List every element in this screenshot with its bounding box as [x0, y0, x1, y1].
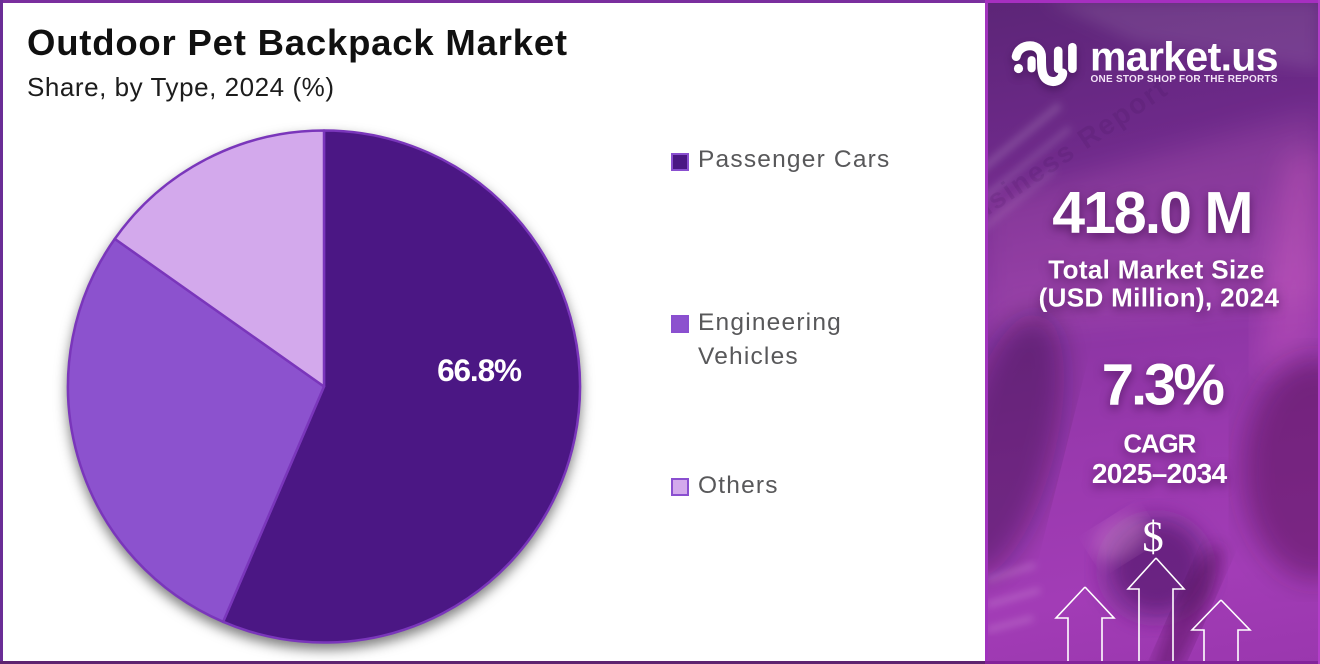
svg-text:418.0 M: 418.0 M [1052, 180, 1251, 246]
svg-text:2025–2034: 2025–2034 [1092, 458, 1228, 489]
svg-text:CAGR: CAGR [1123, 429, 1196, 459]
svg-text:Total Market Size: Total Market Size [1048, 255, 1264, 285]
svg-text:ONE STOP SHOP FOR THE REPORTS: ONE STOP SHOP FOR THE REPORTS [1091, 74, 1278, 85]
svg-text:(USD Million), 2024: (USD Million), 2024 [1039, 283, 1280, 313]
svg-text:7.3%: 7.3% [1102, 353, 1225, 418]
svg-text:66.8%: 66.8% [437, 352, 522, 388]
svg-text:$: $ [1142, 514, 1164, 561]
svg-text:market.us: market.us [1090, 34, 1278, 80]
